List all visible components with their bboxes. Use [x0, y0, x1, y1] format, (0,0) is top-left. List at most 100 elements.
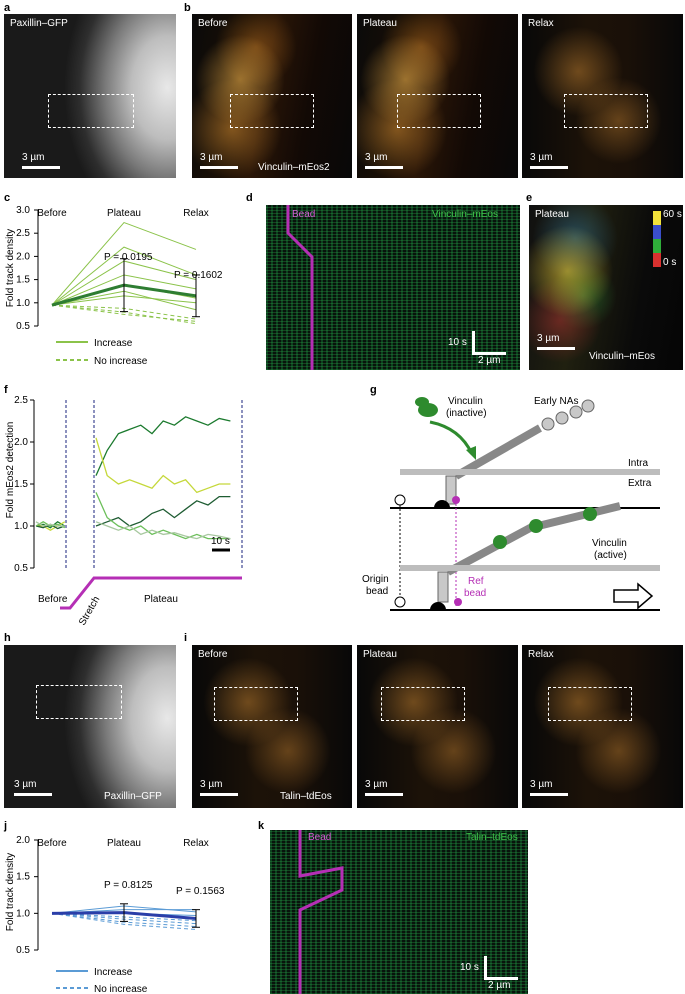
- legend-increase-label: Increase: [94, 338, 133, 349]
- image-h-paxillin: 3 µm Paxillin–GFP: [4, 645, 176, 808]
- kymograph-k: Bead Talin–tdEos 10 s 2 µm: [270, 830, 528, 994]
- ytick-label: 1.5: [16, 275, 30, 286]
- label-origin-1: Origin: [362, 574, 389, 585]
- image-i-relax: Relax 3 µm: [522, 645, 683, 808]
- series-trace-plateau: [95, 495, 231, 527]
- panel-label-j: j: [4, 820, 8, 832]
- panel-label-k: k: [258, 820, 265, 832]
- chart-c-cat-relax: Relax: [183, 208, 209, 219]
- image-b-before: Before 3 µm Vinculin–mEos2: [192, 14, 352, 178]
- chart-c-p2: P = 0.1602: [174, 270, 223, 281]
- arrow-activation: [429, 420, 474, 455]
- chart-j-ylabel: Fold track density: [5, 853, 16, 931]
- legend-noincrease-label-j: No increase: [94, 984, 148, 994]
- label-vinculin-inactive-2: (inactive): [446, 408, 487, 419]
- diagram-g: Vinculin (inactive) Early NAs Intra Extr…: [362, 396, 660, 611]
- scale-label: 3 µm: [22, 152, 45, 163]
- image-b-relax: Relax 3 µm: [522, 14, 683, 178]
- vinculin-active-3: [583, 507, 597, 521]
- origin-bead-top: [394, 494, 406, 506]
- time-bar: [484, 956, 487, 980]
- protocol-plateau: Plateau: [144, 594, 178, 605]
- ytick-label: 0.5: [16, 321, 30, 332]
- label-ref-2: bead: [464, 588, 486, 599]
- image-i-before-title: Before: [198, 649, 228, 660]
- ytick-label: 1.0: [16, 298, 30, 309]
- image-b-plateau: Plateau 3 µm: [357, 14, 518, 178]
- image-b-relax-title: Relax: [528, 18, 554, 29]
- kymo-d-protein: Vinculin–mEos: [432, 209, 498, 220]
- series-trace-plateau: [95, 492, 231, 540]
- image-a-title: Paxillin–GFP: [10, 18, 68, 29]
- legend-increase-label-j: Increase: [94, 967, 133, 978]
- scale-label: 3 µm: [200, 152, 223, 163]
- scale-bar: [14, 793, 52, 796]
- image-a-paxillin: Paxillin–GFP 3 µm: [4, 14, 176, 178]
- scale-bar: [200, 166, 238, 169]
- panel-label-i: i: [184, 632, 188, 644]
- stretch-arrow: [613, 582, 654, 610]
- protocol-before: Before: [38, 594, 68, 605]
- image-i-plateau-title: Plateau: [363, 649, 397, 660]
- scale-bar: [530, 793, 568, 796]
- roi-box: [36, 685, 122, 719]
- ytick-label: 1.5: [16, 872, 30, 883]
- series-trace-plateau: [95, 437, 231, 494]
- series-noincrease: [51, 912, 197, 928]
- roi-box: [548, 687, 632, 721]
- chart-c-cat-plateau: Plateau: [107, 208, 141, 219]
- chart-j-cat-relax: Relax: [183, 838, 209, 849]
- scale-bar: [472, 352, 506, 355]
- chart-c: Fold track density 0.5 1.0 1.5 2.0 2.5 3.0 Be…: [5, 205, 223, 367]
- scale-label: 3 µm: [14, 779, 37, 790]
- chart-c-p1: P = 0.0195: [104, 252, 153, 263]
- kymo-d-bead: Bead: [292, 209, 316, 220]
- chart-j-cat-before: Before: [37, 838, 67, 849]
- image-i-relax-title: Relax: [528, 649, 554, 660]
- label-ref-1: Ref: [468, 576, 484, 587]
- ytick-label: 2.0: [16, 251, 30, 262]
- series-trace-plateau: [95, 521, 231, 540]
- image-i-before: Before 3 µm Talin–tdEos: [192, 645, 352, 808]
- label-vinculin-active-2: (active): [594, 550, 627, 561]
- roi-box: [48, 94, 134, 128]
- roi-box: [397, 94, 481, 128]
- ytick-label: 2.5: [14, 395, 28, 406]
- series-trace-before: [35, 521, 65, 527]
- label-early-nas: Early NAs: [534, 396, 578, 407]
- kymograph-d: Bead Vinculin–mEos 10 s 2 µm: [266, 205, 520, 370]
- roi-box: [230, 94, 314, 128]
- ytick-label: 2.5: [16, 228, 30, 239]
- chart-f-ylabel: Fold mEos2 detection: [5, 422, 16, 519]
- series-increase: [51, 246, 197, 306]
- kymo-d-scale: 2 µm: [478, 355, 501, 366]
- panel-label-d: d: [246, 192, 253, 204]
- image-h-title: Paxillin–GFP: [104, 791, 162, 802]
- scale-bar: [537, 347, 575, 350]
- panel-label-a: a: [4, 2, 11, 14]
- vinculin-active-2: [529, 519, 543, 533]
- scale-bar: [484, 977, 518, 980]
- image-e-colortime: Plateau 60 s 0 s 3 µm Vinculin–mEos: [529, 205, 683, 370]
- roi-box: [564, 94, 648, 128]
- ytick-label: 3.0: [16, 205, 30, 216]
- chart-j-p1: P = 0.8125: [104, 880, 153, 891]
- vinculin-active-1: [493, 535, 507, 549]
- panel-label-f: f: [4, 384, 8, 396]
- kymo-k-protein: Talin–tdEos: [466, 832, 518, 843]
- scale-label: 3 µm: [365, 779, 388, 790]
- image-i-plateau: Plateau 3 µm: [357, 645, 518, 808]
- panel-label-g: g: [370, 384, 377, 396]
- kymo-k-bead: Bead: [308, 832, 332, 843]
- scale-bar: [365, 166, 403, 169]
- series-noincrease: [51, 912, 197, 930]
- ytick-label: 1.0: [16, 908, 30, 919]
- ytick-label: 0.5: [16, 945, 30, 956]
- scale-bar: [365, 793, 403, 796]
- image-b-before-title: Before: [198, 18, 228, 29]
- scale-label: 3 µm: [530, 152, 553, 163]
- image-e-protein: Vinculin–mEos: [589, 351, 655, 362]
- chart-j-p2: P = 0.1563: [176, 886, 225, 897]
- scale-label: 3 µm: [537, 333, 560, 344]
- kymo-k-scale: 2 µm: [488, 980, 511, 991]
